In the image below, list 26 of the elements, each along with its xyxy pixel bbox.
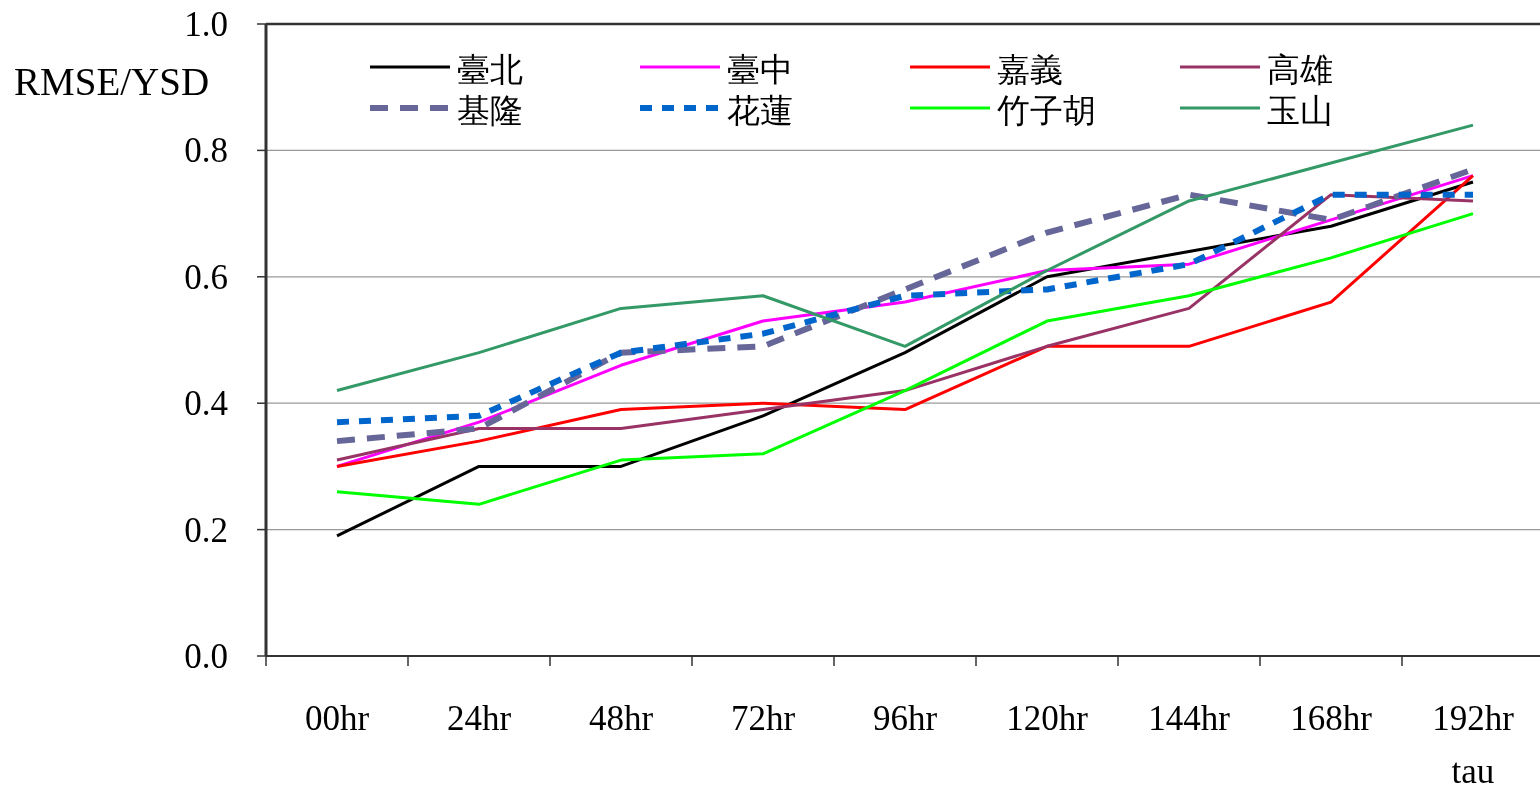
legend-label: 嘉義	[997, 52, 1063, 88]
line-series	[335, 212, 1475, 506]
legend-label: 竹子胡	[997, 93, 1096, 129]
y-tick-label: 0.6	[184, 257, 228, 297]
x-tick-label: 96hr	[872, 699, 938, 738]
x-axis-title: tau	[1451, 752, 1495, 791]
y-tick-label: 0.4	[184, 384, 228, 424]
x-tick-label: 168hr	[1290, 699, 1373, 738]
x-tick-label: 120hr	[1006, 699, 1089, 738]
y-tick-label: 0.2	[184, 510, 228, 550]
y-tick-label: 0.8	[184, 131, 228, 171]
x-tick-label: 144hr	[1148, 699, 1231, 738]
legend-label: 臺中	[727, 52, 793, 88]
x-tick-label: 72hr	[730, 699, 796, 738]
y-tick-label: 1.0	[184, 5, 228, 44]
y-axis-title: RMSE/YSD	[14, 60, 210, 103]
legend-label: 玉山	[1267, 93, 1333, 129]
x-tick-label: 00hr	[304, 699, 370, 738]
x-tick-label: 192hr	[1432, 699, 1515, 738]
legend-label: 高雄	[1267, 52, 1333, 88]
legend-label: 臺北	[457, 52, 523, 88]
x-tick-label: 24hr	[446, 699, 512, 738]
x-tick-label: 48hr	[588, 699, 654, 738]
legend-label: 花蓮	[727, 93, 793, 129]
y-tick-label: 0.0	[184, 637, 228, 676]
legend-label: 基隆	[457, 93, 523, 129]
